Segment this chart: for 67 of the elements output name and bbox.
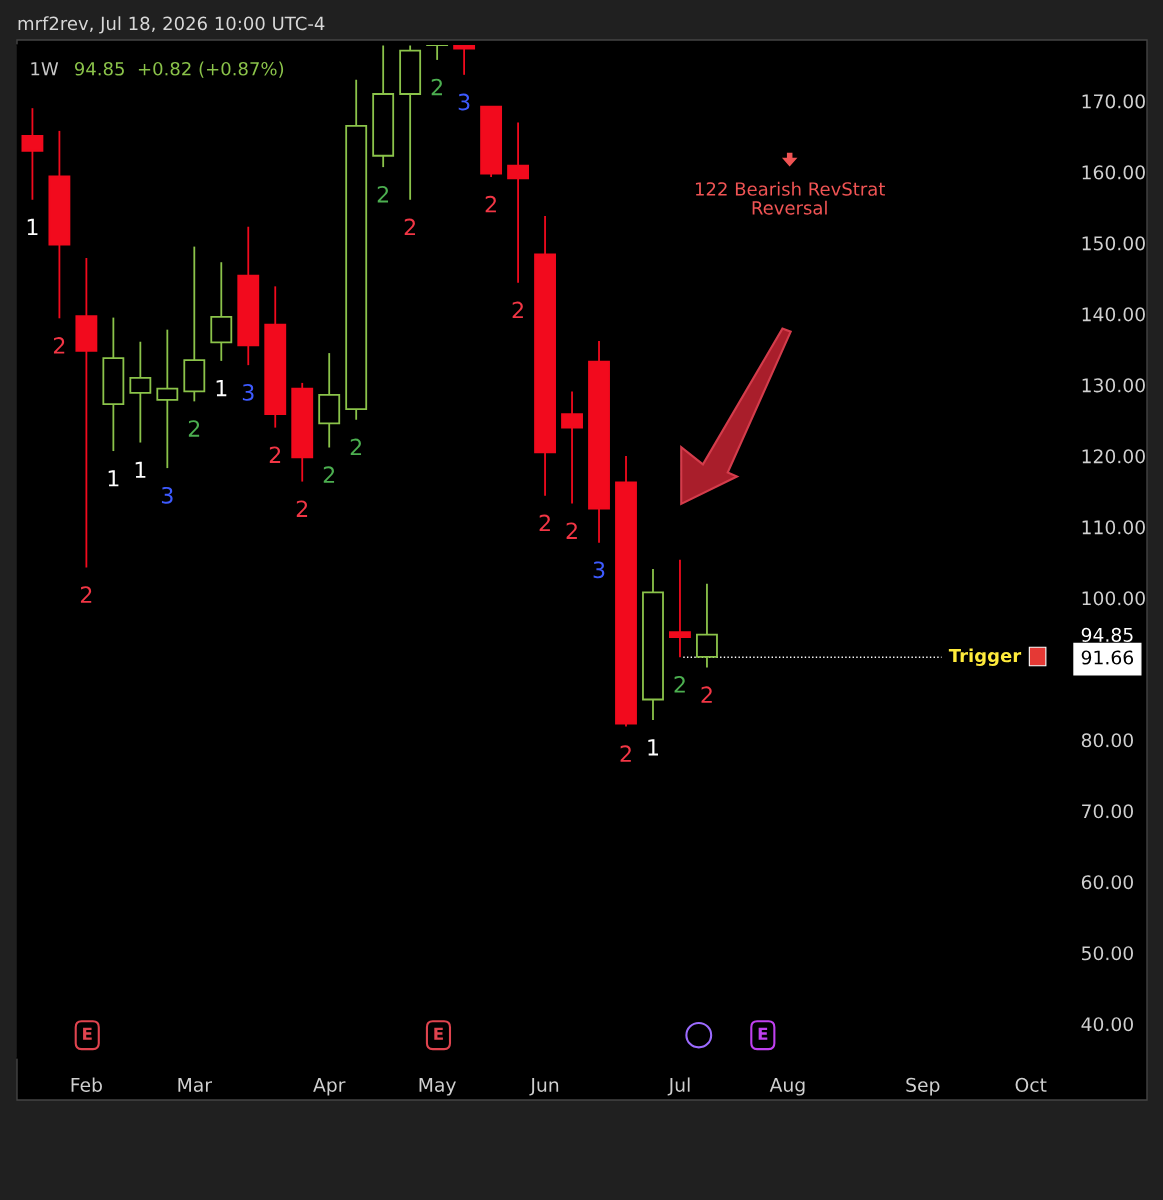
annotation: 2 [188, 420, 200, 437]
annotation: 1 [27, 218, 38, 236]
x-tick-label: Oct [1015, 1077, 1047, 1092]
annotation: 2 [566, 522, 577, 539]
annotation: 122 Bearish RevStrat Reversal [695, 181, 885, 215]
chart-title: mrf2rev, Jul 18, 2026 10:00 UTC-4 [18, 16, 325, 34]
candlestick [129, 340, 152, 444]
annotation: E [758, 1027, 768, 1040]
y-tick-label: 110.00 [1082, 520, 1145, 535]
annotation: 3 [161, 486, 173, 504]
annotation: E [83, 1027, 92, 1040]
annotation: 2 [53, 337, 65, 354]
y-tick-label: 60.00 [1081, 875, 1133, 890]
x-tick-label: Jul [667, 1077, 690, 1096]
x-tick-label: Mar [178, 1078, 212, 1092]
candlestick [696, 582, 718, 669]
y-tick-label: 50.00 [1082, 946, 1133, 961]
x-tick-label: Feb [71, 1077, 102, 1092]
x-tick-label: Jun [529, 1078, 559, 1096]
annotation: 3 [242, 383, 254, 401]
annotation: 2 [269, 446, 281, 463]
annotation: 2 [350, 438, 362, 456]
candlestick [561, 390, 583, 505]
annotation: 2 [323, 466, 335, 483]
y-tick-label: 70.00 [1082, 804, 1133, 819]
annotation: 2 [701, 686, 712, 703]
x-tick-label: May [419, 1078, 456, 1096]
annotation: 2 [377, 185, 389, 203]
y-tick-label: 130.00 [1082, 378, 1145, 393]
annotation: 2 [296, 500, 308, 517]
annotation: 3 [593, 561, 605, 579]
annotation: 2 [404, 218, 415, 236]
x-tick-label: Apr [313, 1078, 346, 1096]
y-tick-label: 40.00 [1081, 1017, 1133, 1032]
y-tick-label: 94.85 [1081, 627, 1133, 642]
annotation: 2 [485, 195, 496, 213]
annotation: 2 [539, 514, 550, 532]
annotation: 2 [512, 301, 523, 319]
annotation: E [434, 1027, 443, 1040]
annotation: 1 [648, 739, 659, 756]
candlestick [453, 45, 476, 76]
ref-line-label: Trigger [948, 648, 1022, 667]
text: 1W [31, 62, 59, 76]
candlestick [669, 558, 691, 659]
y-tick-label: 80.00 [1081, 733, 1133, 748]
annotation: 2 [431, 78, 442, 96]
x-tick-label: Sep [906, 1077, 940, 1096]
annotation: 3 [458, 93, 470, 111]
annotation: 2 [620, 745, 631, 762]
annotation: 1 [108, 470, 119, 487]
y-tick-label: 160.00 [1082, 165, 1145, 180]
annotation: 1 [135, 461, 146, 478]
candlestick [156, 328, 179, 469]
annotation: 94.85 +0.82 (+0.87%) [74, 61, 284, 78]
x-tick-label: Aug [769, 1078, 805, 1096]
y-tick-label: 140.00 [1082, 307, 1145, 322]
candlestick [507, 121, 530, 284]
y-tick-label: 170.00 [1082, 94, 1145, 109]
annotation: 2 [674, 676, 685, 693]
y-tick-label: 100.00 [1082, 591, 1145, 606]
annotation: 2 [80, 586, 92, 603]
y-tick-label: 91.66 [1081, 650, 1134, 665]
annotation: 1 [216, 379, 227, 397]
candlestick [75, 257, 98, 569]
y-tick-label: 120.00 [1082, 449, 1145, 464]
candlestick [21, 107, 44, 201]
y-tick-label: 150.00 [1082, 236, 1145, 251]
